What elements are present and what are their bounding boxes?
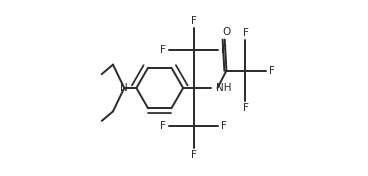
Text: F: F [269,66,275,76]
Text: F: F [191,16,197,26]
Text: F: F [191,150,197,160]
Text: F: F [243,103,248,113]
Text: F: F [243,28,248,38]
Text: O: O [222,27,231,37]
Text: F: F [221,45,227,55]
Text: F: F [160,45,166,55]
Text: F: F [221,121,227,131]
Text: F: F [160,121,166,131]
Text: N: N [120,83,128,93]
Text: NH: NH [216,83,231,93]
